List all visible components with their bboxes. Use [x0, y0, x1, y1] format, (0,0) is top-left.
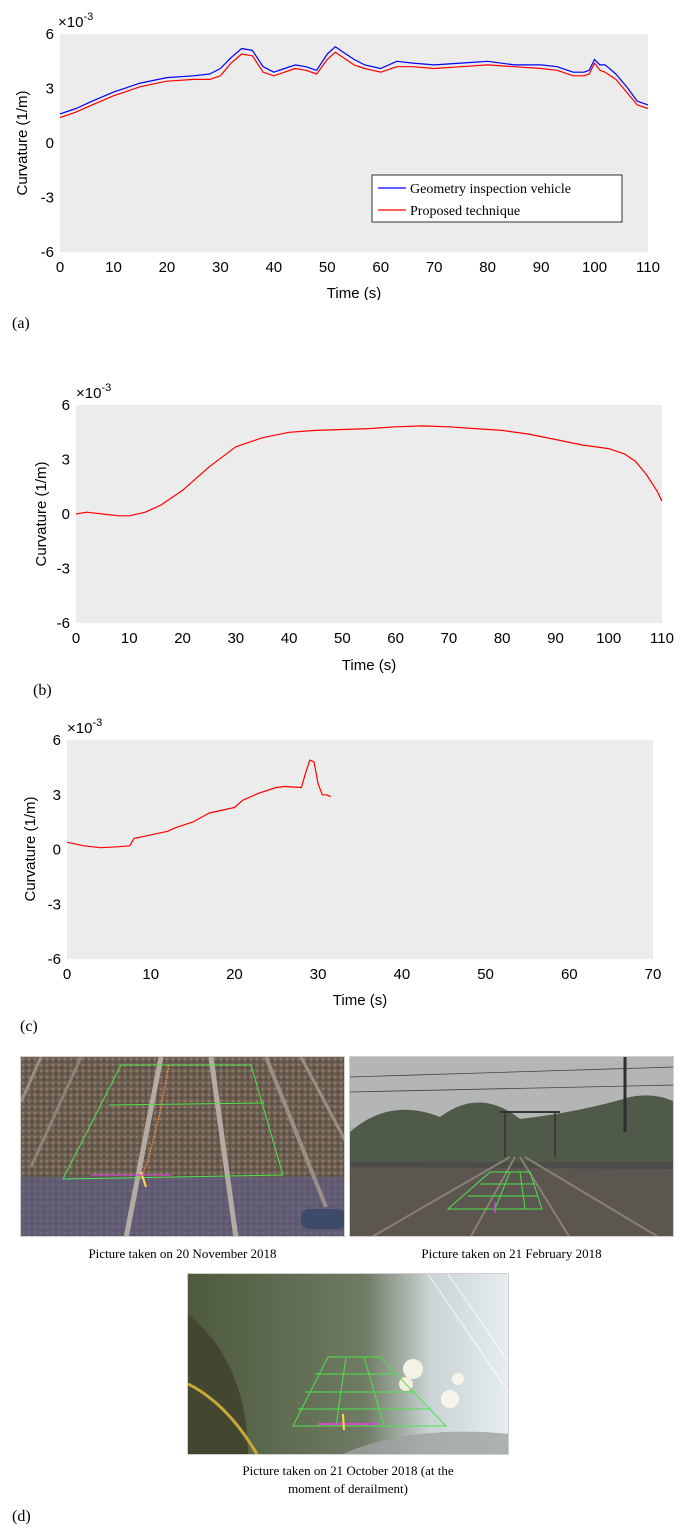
chart-b-x-tick-label: 60: [387, 630, 404, 647]
chart-a-x-tick-label: 40: [265, 259, 282, 276]
photo-rail-landscape-drawing: [350, 1057, 673, 1236]
chart-a-series-line-0: [59, 46, 649, 115]
caption-photo-1: Picture taken on 20 November 2018: [88, 1246, 277, 1261]
chart-a-x-tick-label: 70: [426, 259, 443, 276]
chart-b-x-tick-label: 10: [121, 630, 138, 647]
chart-c-y-axis-label: Curvature (1/m): [22, 796, 39, 901]
photo-derailment-moment: [187, 1273, 509, 1455]
chart-b-x-axis-label: Time (s): [342, 657, 396, 674]
photo-track-closeup: [20, 1056, 345, 1237]
chart-c-x-tick-label: 30: [310, 966, 327, 983]
panel-label-d: (d): [12, 1508, 31, 1525]
chart-c-series-line-0: [66, 759, 331, 849]
caption-photo-3-line-2: moment of derailment): [288, 1481, 408, 1496]
chart-c-x-tick-label: 40: [394, 966, 411, 983]
photo-derailment-drawing: [188, 1274, 508, 1454]
chart-b-y-tick-label: 0: [62, 506, 70, 523]
panel-label-c: (c): [20, 1018, 38, 1035]
chart-b-y-axis-label: Curvature (1/m): [33, 461, 50, 566]
chart-b-y-tick-label: 3: [62, 452, 70, 469]
chart-b-y-tick-label: 6: [62, 397, 70, 414]
chart-c-x-axis-label: Time (s): [333, 992, 387, 1009]
legend-entry-inspection: Geometry inspection vehicle: [410, 182, 571, 197]
chart-a-x-tick-label: 60: [372, 259, 389, 276]
panel-label-a: (a): [12, 315, 30, 332]
chart-b-x-tick-label: 50: [334, 630, 351, 647]
chart-b-x-tick-label: 20: [174, 630, 191, 647]
chart-c-y-tick-label: -6: [48, 951, 61, 968]
chart-b-x-tick-label: 0: [72, 630, 80, 647]
chart-c-plot-area: [67, 740, 653, 959]
chart-a-x-tick-label: 0: [56, 259, 64, 276]
chart-a-y-tick-label: 3: [46, 81, 54, 98]
caption-photo-3-line-1: Picture taken on 21 October 2018 (at the: [242, 1463, 454, 1478]
chart-c-x-tick-label: 70: [645, 966, 662, 983]
chart-b-x-tick-label: 80: [494, 630, 511, 647]
chart-b-series-line-0: [75, 425, 663, 517]
chart-a-x-axis-label: Time (s): [327, 285, 381, 300]
chart-a-y-tick-label: 6: [46, 26, 54, 43]
chart-b-x-tick-label: 100: [596, 630, 621, 647]
chart-c-y-tick-label: 6: [53, 732, 61, 749]
chart-a-series-line-1: [59, 51, 649, 119]
chart-b-x-tick-label: 40: [281, 630, 298, 647]
chart-a-x-tick-label: 10: [105, 259, 122, 276]
chart-b-y-tick-label: -6: [57, 615, 70, 632]
chart-a-curvature-comparison: 630-3-6 0 10 20 30 40 50 60 70 80 90 100 110 ×10-3 …: [14, 11, 660, 300]
chart-b-curvature: 630-3-6 0 10 20 30 40 50 60 70 80 90 100 110 ×10-3 …: [33, 382, 674, 674]
caption-photo-2: Picture taken on 21 February 2018: [421, 1246, 602, 1261]
panel-label-b: (b): [33, 682, 52, 699]
chart-a-y-axis-label: Curvature (1/m): [14, 90, 31, 195]
chart-a-exponent: ×10-3: [58, 11, 93, 31]
chart-a-x-tick-label: 90: [533, 259, 550, 276]
chart-a-x-tick-label: 80: [479, 259, 496, 276]
chart-b-x-tick-label: 90: [547, 630, 564, 647]
chart-b-exponent: ×10-3: [76, 382, 111, 402]
photo-track-closeup-drawing: [21, 1057, 344, 1236]
chart-b-y-tick-label: -3: [57, 561, 70, 578]
chart-b-x-tick-label: 30: [227, 630, 244, 647]
chart-c-y-tick-label: -3: [48, 896, 61, 913]
chart-a-x-tick-label: 50: [319, 259, 336, 276]
chart-b-x-tick-label: 70: [441, 630, 458, 647]
chart-a-y-tick-label: -6: [41, 244, 54, 261]
chart-a-x-tick-label: 100: [582, 259, 607, 276]
chart-a-x-tick-label: 30: [212, 259, 229, 276]
chart-c-x-tick-label: 60: [561, 966, 578, 983]
chart-c-y-tick-label: 0: [53, 842, 61, 859]
chart-c-x-tick-label: 0: [63, 966, 71, 983]
legend-entry-proposed: Proposed technique: [410, 204, 520, 219]
chart-a-y-tick-label: -3: [41, 190, 54, 207]
chart-b-plot-area: [76, 405, 662, 623]
chart-a-x-tick-label: 20: [159, 259, 176, 276]
photo-rail-landscape: [349, 1056, 674, 1237]
chart-c-x-tick-label: 50: [477, 966, 494, 983]
chart-a-x-tick-label: 110: [636, 259, 660, 276]
chart-a-y-tick-label: 0: [46, 135, 54, 152]
chart-c-exponent: ×10-3: [67, 717, 102, 737]
caption-photo-3: Picture taken on 21 October 2018 (at the…: [187, 1462, 509, 1498]
chart-b-x-tick-label: 110: [650, 630, 674, 647]
chart-c-y-tick-label: 3: [53, 787, 61, 804]
chart-c-x-tick-label: 20: [226, 966, 243, 983]
chart-c-x-tick-label: 10: [142, 966, 159, 983]
chart-a-legend: Geometry inspection vehicle Proposed tec…: [371, 174, 623, 223]
chart-c-curvature: 630-3-6 0 10 20 30 40 50 60 70 ×10-3 Curvature …: [22, 717, 662, 1009]
